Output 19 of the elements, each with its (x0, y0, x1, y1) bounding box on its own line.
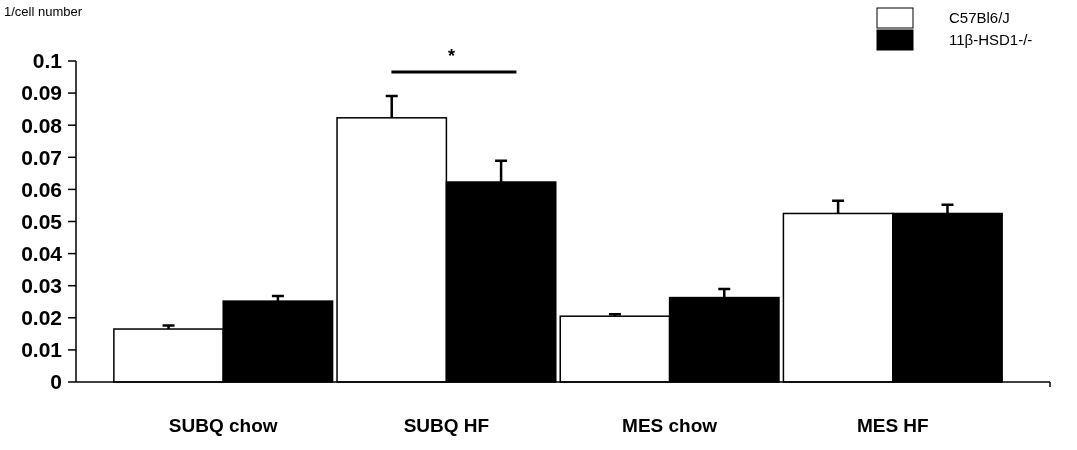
x-tick-label: MES chow (622, 415, 718, 436)
y-tick-label: 0.03 (21, 274, 62, 298)
x-tick-label: SUBQ chow (168, 415, 278, 436)
y-tick-label: 0.08 (21, 113, 63, 137)
y-tick-label: 0.09 (21, 81, 62, 105)
y-tick-label: 0.05 (21, 209, 63, 233)
y-tick-label: 0.1 (32, 49, 63, 73)
x-tick-label: SUBQ HF (403, 415, 490, 436)
y-tick-label: 0.06 (21, 177, 62, 201)
y-tick-label: 0.01 (21, 338, 63, 362)
y-tick-label: 0.02 (21, 306, 62, 330)
y-axis-title: 1/cell number (4, 4, 83, 19)
x-tick-label: MES HF (856, 415, 929, 436)
y-tick-label: 0.04 (21, 241, 63, 265)
y-tick-label: 0 (50, 370, 62, 394)
legend-label: C57Bl6/J (949, 9, 1010, 27)
legend-label: 11β-HSD1-/- (949, 31, 1033, 49)
annotation: * (447, 46, 455, 66)
y-tick-label: 0.07 (21, 145, 62, 169)
